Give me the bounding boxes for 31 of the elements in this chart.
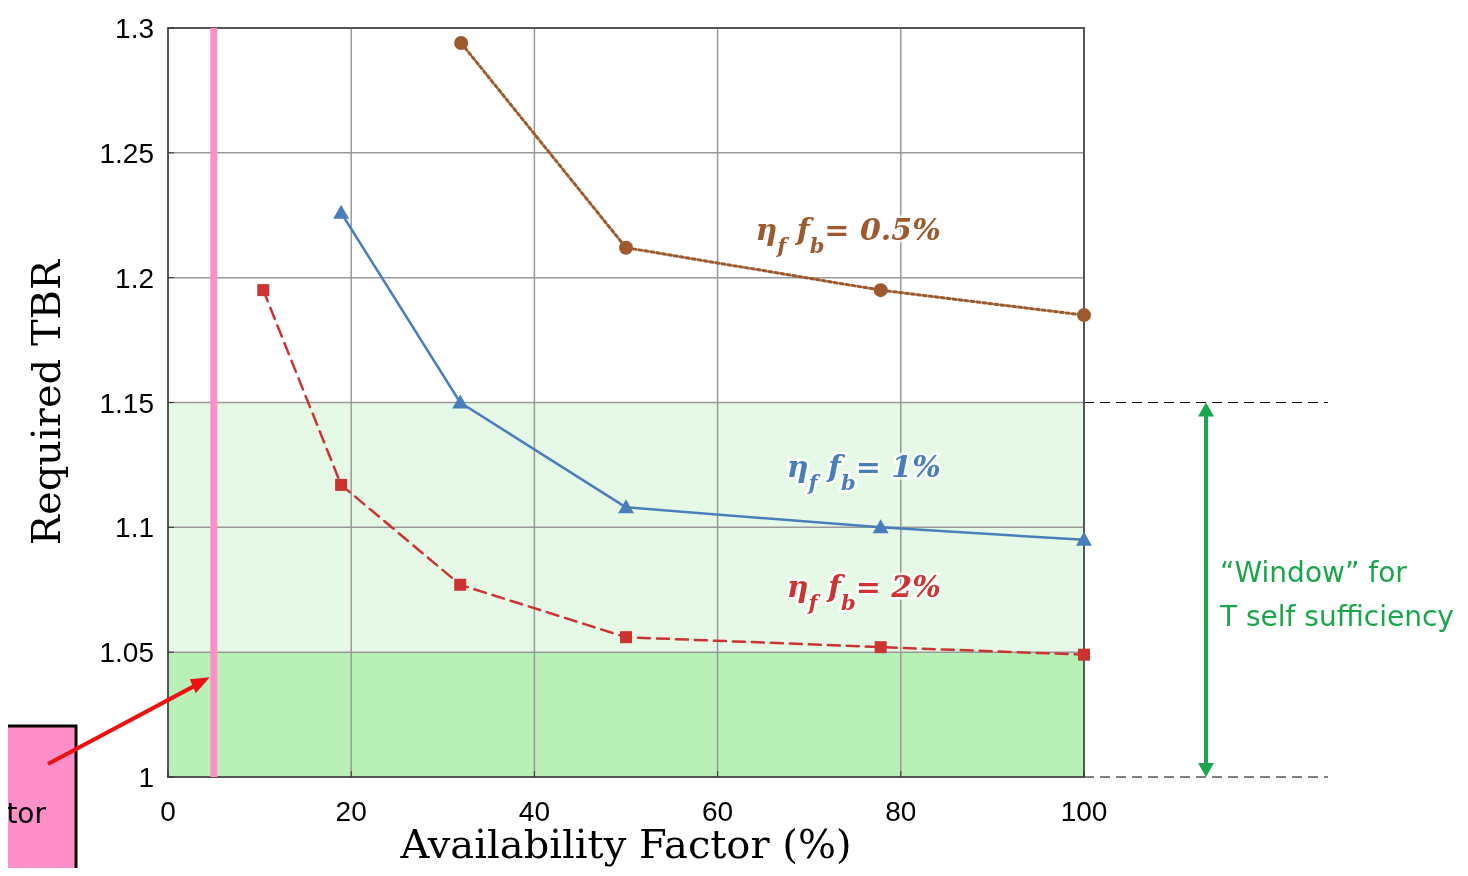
y-tick-label: 1.3 <box>115 13 154 44</box>
series-label: η$_{f}$ f$_{b}$= 0.5% <box>755 212 941 258</box>
y-tick-label: 1.25 <box>99 137 154 169</box>
x-tick-label: 20 <box>335 796 367 827</box>
x-tick-label: 100 <box>1060 796 1108 827</box>
y-tick-label: 1.1 <box>115 512 154 544</box>
text: tor <box>6 797 47 830</box>
y-tick-label: 1 <box>138 762 154 793</box>
y-tick-label: 1.15 <box>99 387 154 419</box>
point <box>620 631 632 644</box>
point <box>1078 648 1090 661</box>
point <box>873 283 888 298</box>
point <box>452 394 469 409</box>
point <box>874 641 887 654</box>
point <box>618 499 634 514</box>
point <box>619 240 633 255</box>
x-tick-label: 0 <box>160 796 176 827</box>
y-axis-title: Required TBR <box>23 258 69 546</box>
series-label: η$_{f}$ f$_{b}$= 2% <box>786 569 941 615</box>
point <box>257 284 270 297</box>
point <box>872 519 889 534</box>
x-tick-label: 80 <box>885 796 917 827</box>
y-tick-label: 1.2 <box>115 262 154 294</box>
point <box>454 35 469 50</box>
point <box>454 578 467 591</box>
y-tick-label: 1.05 <box>99 637 154 669</box>
text: “Window” for T self sufficiency <box>1219 555 1454 633</box>
point <box>1076 531 1092 546</box>
point <box>335 478 348 491</box>
point <box>333 204 350 219</box>
point <box>1077 308 1091 323</box>
